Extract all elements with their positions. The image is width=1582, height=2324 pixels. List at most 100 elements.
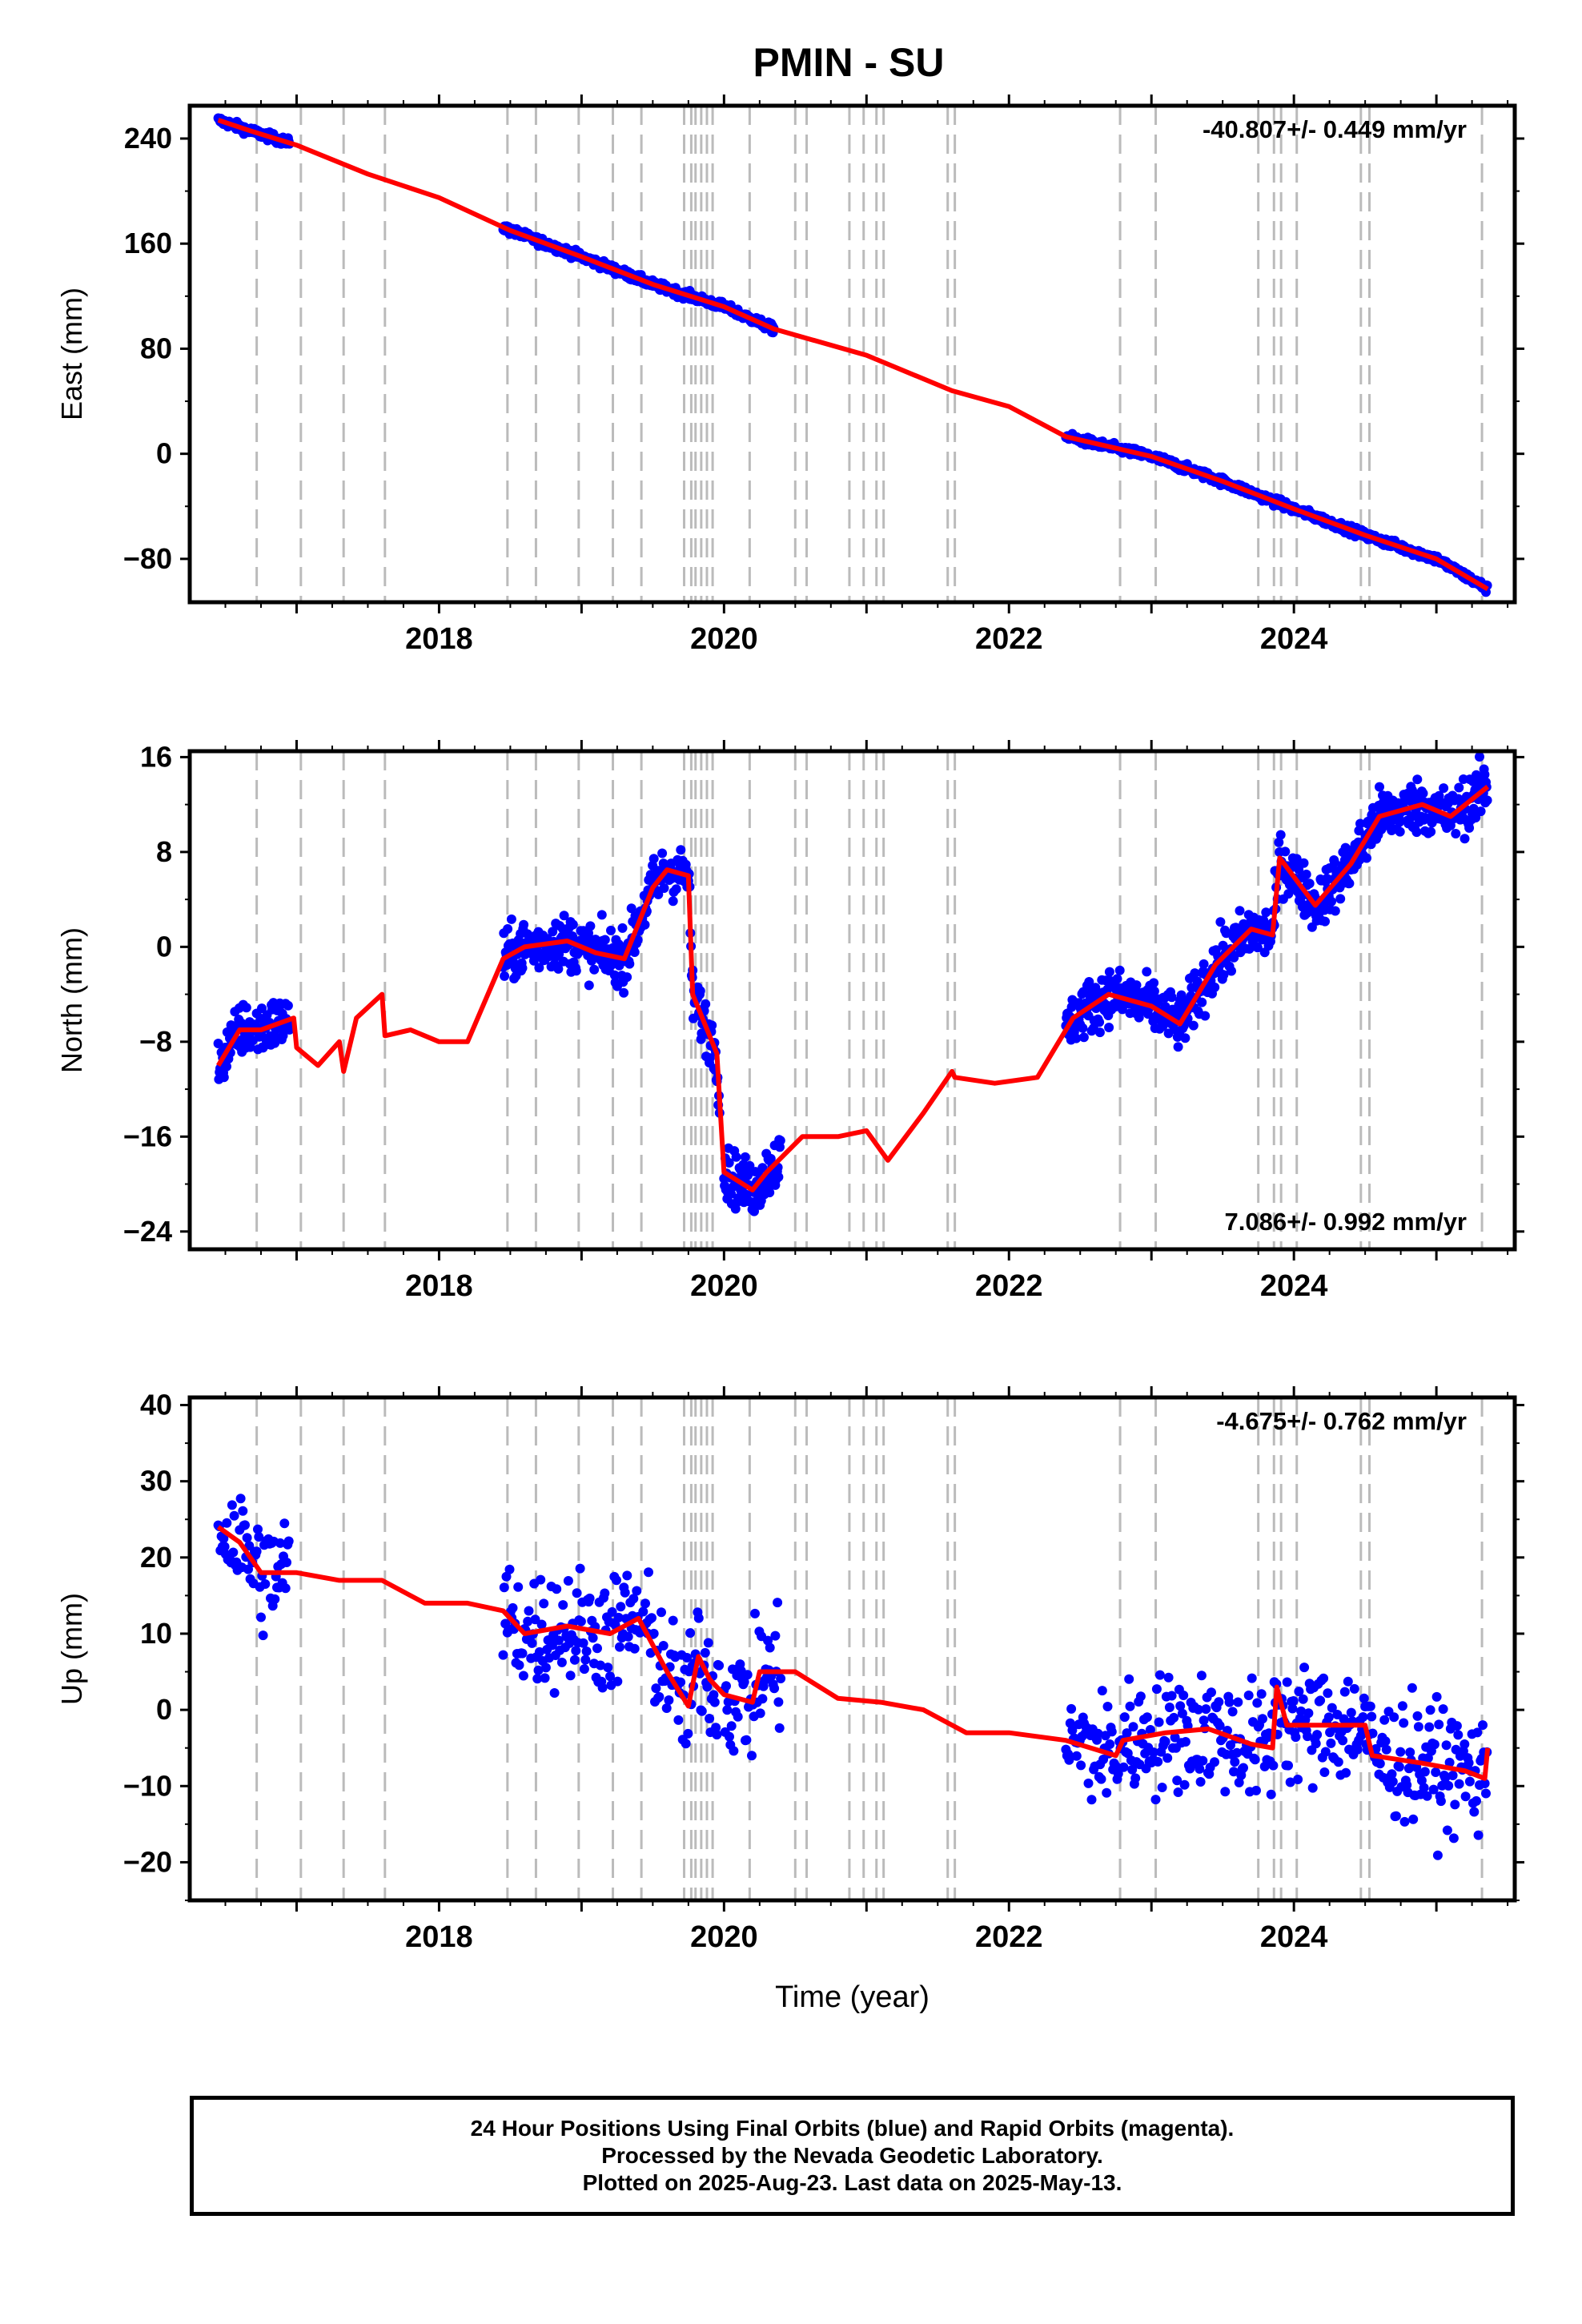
data-point — [1381, 1744, 1391, 1755]
data-point — [1431, 1691, 1442, 1702]
chart-title: PMIN - SU — [753, 40, 945, 85]
data-point — [1224, 1697, 1235, 1707]
data-point — [580, 1655, 591, 1665]
data-point — [524, 1606, 534, 1616]
data-point — [1358, 1712, 1368, 1722]
data-point — [257, 1003, 267, 1014]
data-point — [1402, 1780, 1412, 1790]
data-point — [1180, 1737, 1191, 1747]
data-point — [596, 910, 607, 920]
data-point — [1327, 896, 1336, 907]
data-point — [1195, 1777, 1206, 1787]
data-point — [664, 1695, 674, 1705]
data-point — [1425, 1705, 1435, 1715]
data-point — [258, 1630, 268, 1641]
data-point — [1397, 1701, 1407, 1711]
data-point — [581, 1647, 592, 1656]
data-point — [1197, 997, 1207, 1007]
data-point — [600, 1588, 610, 1598]
data-point — [1071, 1033, 1082, 1043]
data-point — [1319, 1767, 1330, 1777]
data-point — [514, 1660, 524, 1671]
x-tick-label: 2024 — [1260, 1269, 1328, 1303]
data-point — [712, 1730, 722, 1740]
y-tick-label: −80 — [123, 542, 172, 575]
data-point — [1193, 1704, 1203, 1715]
data-point — [729, 1746, 739, 1756]
data-point — [632, 935, 643, 945]
data-point — [1432, 1850, 1443, 1860]
data-point — [1172, 1775, 1182, 1786]
rate-annotation: -4.675+/- 0.762 mm/yr — [1216, 1407, 1467, 1435]
data-point — [697, 1706, 707, 1716]
data-point — [1288, 1696, 1299, 1706]
data-point — [1251, 1785, 1261, 1795]
x-tick-label: 2018 — [405, 1920, 473, 1954]
data-point — [227, 1500, 237, 1510]
data-point — [615, 1642, 624, 1652]
data-point — [629, 947, 640, 957]
data-point — [1096, 1774, 1106, 1784]
data-point — [765, 1188, 775, 1198]
data-point — [213, 1039, 223, 1048]
data-point — [1066, 1703, 1077, 1714]
data-point — [659, 883, 669, 893]
data-point — [703, 1638, 713, 1648]
observation-points — [213, 752, 1492, 1216]
data-point — [1408, 1814, 1419, 1824]
panel-up: 40 30 20 10 0 −10 −20 2018 2020 2022 2024 Up (mm) -4… — [55, 1386, 1524, 2014]
data-point — [731, 1152, 741, 1162]
data-point — [1441, 1740, 1452, 1751]
data-point — [1311, 1739, 1321, 1749]
data-point — [1333, 1757, 1343, 1767]
data-point — [1188, 1020, 1199, 1031]
data-point — [623, 1631, 633, 1642]
data-point — [1275, 830, 1286, 840]
data-point — [657, 848, 668, 858]
data-point — [579, 1664, 589, 1675]
data-point — [280, 1583, 291, 1594]
data-point — [498, 1650, 508, 1660]
data-point — [709, 1690, 719, 1700]
data-point — [1104, 967, 1114, 977]
data-point — [1169, 1712, 1179, 1723]
data-point — [620, 1587, 630, 1598]
data-point — [1229, 1767, 1239, 1777]
data-point — [1196, 1671, 1207, 1681]
data-point — [513, 1582, 524, 1592]
data-point — [1469, 1807, 1480, 1817]
data-point — [1431, 1767, 1441, 1777]
data-point — [1200, 1011, 1211, 1021]
data-point — [1389, 1712, 1399, 1723]
data-point — [739, 1677, 749, 1687]
data-point — [605, 1671, 615, 1682]
data-point — [572, 1588, 582, 1598]
data-point — [726, 1188, 737, 1199]
y-tick-label: 10 — [140, 1617, 172, 1650]
data-point — [668, 1615, 678, 1626]
data-point — [1405, 1747, 1415, 1758]
data-point — [1412, 1711, 1423, 1721]
data-point — [1428, 1784, 1439, 1795]
data-point — [1472, 1795, 1481, 1806]
data-point — [1478, 1720, 1488, 1731]
data-point — [1148, 1747, 1158, 1758]
data-point — [1145, 1725, 1155, 1735]
y-tick-label: −20 — [123, 1845, 172, 1878]
data-point — [773, 1598, 783, 1608]
data-point — [1307, 1783, 1318, 1793]
data-point — [676, 845, 686, 855]
data-point — [1219, 970, 1229, 980]
data-point — [607, 1606, 617, 1617]
data-point — [681, 1739, 691, 1749]
data-point — [1252, 1698, 1263, 1708]
data-point — [1287, 1703, 1298, 1714]
data-point — [1078, 1032, 1089, 1043]
data-point — [1299, 858, 1309, 868]
data-point — [506, 914, 516, 924]
y-tick-label: 80 — [140, 332, 172, 364]
data-point — [1220, 1787, 1231, 1797]
data-point — [517, 1648, 528, 1659]
data-point — [1480, 770, 1490, 780]
